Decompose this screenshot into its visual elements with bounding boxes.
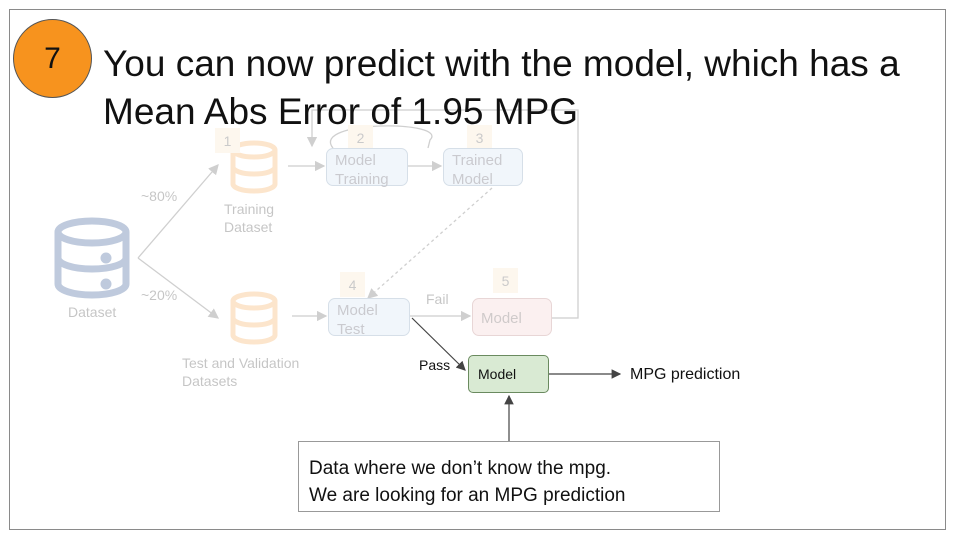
training-dataset-label: Training Dataset bbox=[224, 201, 275, 235]
training-dataset-icon bbox=[230, 140, 278, 194]
note-line-2: We are looking for an MPG prediction bbox=[309, 485, 626, 506]
test-dataset-label: Test and Validation Datasets bbox=[182, 355, 300, 389]
step-badge: 7 bbox=[13, 19, 92, 98]
step-5-number: 5 bbox=[493, 268, 518, 293]
step-3-number: 3 bbox=[467, 125, 492, 150]
dataset-label: Dataset bbox=[68, 304, 117, 320]
title-line-2: Mean Abs Error of 1.95 MPG bbox=[103, 91, 579, 132]
trained-model-node: Trained Model bbox=[443, 148, 523, 188]
slide-frame bbox=[9, 9, 946, 530]
slide-title: You can now predict with the model, whic… bbox=[103, 40, 900, 136]
step-2-number: 2 bbox=[348, 125, 373, 150]
title-line-1: You can now predict with the model, whic… bbox=[103, 43, 900, 84]
mpg-prediction-label: MPG prediction bbox=[630, 366, 741, 383]
input-data-note: Data where we don’t know the mpg. We are… bbox=[298, 441, 720, 512]
failed-model-node: Model bbox=[472, 298, 552, 336]
pass-label: Pass bbox=[419, 357, 451, 373]
fail-label: Fail bbox=[426, 291, 449, 307]
step-1-number: 1 bbox=[215, 128, 240, 153]
model-test-node: Model Test bbox=[328, 298, 410, 338]
step-4-number: 4 bbox=[340, 272, 365, 297]
split-test-label: ~20% bbox=[141, 287, 178, 303]
dataset-icon bbox=[54, 217, 130, 299]
split-training-label: ~80% bbox=[141, 188, 178, 204]
note-line-1: Data where we don’t know the mpg. bbox=[309, 458, 612, 479]
pass-arrow bbox=[411, 317, 466, 371]
test-dataset-icon bbox=[230, 291, 278, 345]
model-training-node: Model Training bbox=[326, 148, 408, 188]
final-model-node: Model bbox=[468, 355, 549, 393]
